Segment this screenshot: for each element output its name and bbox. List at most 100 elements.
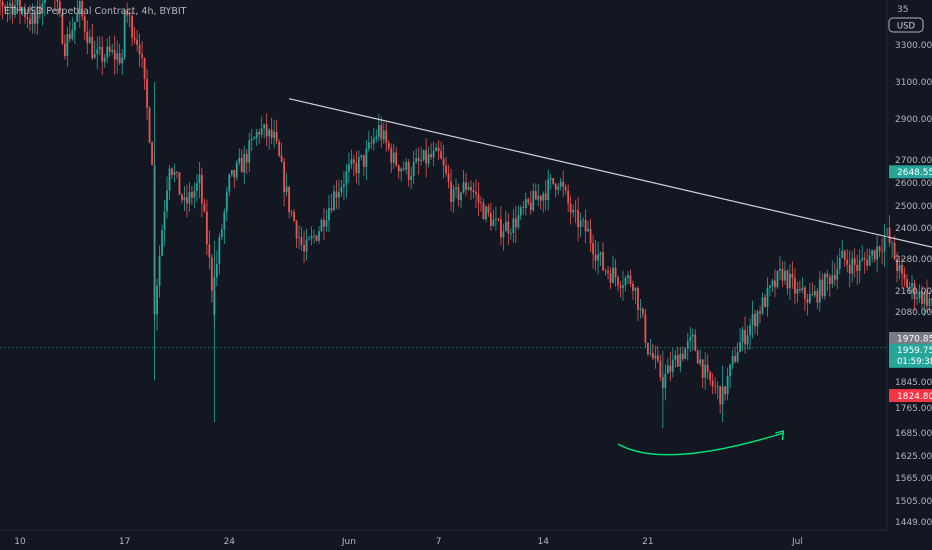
candle-body — [878, 246, 881, 252]
candle-body — [452, 189, 455, 202]
candle-body — [542, 193, 545, 201]
time-tick-label: Jul — [791, 537, 803, 547]
candle-body — [602, 252, 604, 270]
candle-body — [534, 191, 537, 200]
candle-body — [385, 130, 388, 143]
candle-body — [679, 353, 682, 367]
candle-body — [779, 268, 781, 271]
candle-body — [704, 364, 707, 378]
candle-body — [477, 194, 480, 203]
candle-body — [724, 386, 727, 395]
candle-body — [539, 195, 542, 201]
candle-body — [562, 181, 565, 187]
candle-body — [485, 206, 487, 220]
candle-body — [305, 239, 308, 252]
candle-body — [141, 54, 143, 58]
candle-body — [669, 365, 672, 372]
candle-body — [113, 49, 116, 60]
candle-body — [280, 155, 283, 162]
candle-body — [73, 21, 76, 31]
candle-body — [422, 150, 425, 161]
candle-body — [754, 313, 756, 327]
candle-body — [676, 355, 679, 367]
time-axis[interactable]: 101724Jun71421Jul1219Aug91623Sep — [14, 537, 932, 547]
candle-body — [270, 129, 273, 138]
candle-body — [711, 380, 714, 387]
candle-body — [499, 219, 502, 238]
candle-body — [163, 211, 166, 231]
candle-body — [11, 3, 14, 15]
candle-body — [808, 293, 811, 303]
candle-body — [392, 152, 395, 163]
candle-body — [225, 191, 228, 212]
candle-body — [629, 275, 632, 284]
price-tick-label: 1565.00 — [895, 474, 932, 484]
candle-body — [873, 250, 876, 260]
candle-body — [178, 172, 181, 195]
candle-body — [447, 173, 450, 182]
candle-body — [816, 291, 819, 303]
candle-body — [851, 258, 854, 274]
currency-selector[interactable]: USD — [888, 17, 924, 33]
candle-body — [205, 211, 208, 245]
candle-body — [318, 231, 320, 241]
candle-body — [138, 44, 141, 55]
time-tick-label: 17 — [119, 537, 130, 547]
candle-body — [791, 273, 794, 278]
currency-badge-frame[interactable] — [888, 17, 924, 33]
candle-body — [559, 181, 562, 187]
candle-body — [634, 287, 637, 291]
candle-body — [193, 190, 196, 198]
candle-body — [116, 53, 119, 60]
candle-body — [519, 207, 522, 216]
candle-body — [716, 386, 719, 388]
price-tick-label: 1449.00 — [895, 518, 932, 528]
candle-body — [881, 251, 884, 252]
candle-body — [402, 168, 405, 170]
candle-body — [582, 219, 585, 221]
candle-body — [41, 3, 44, 14]
candle-body — [390, 148, 393, 163]
candle-body — [39, 6, 41, 14]
candle-body — [248, 140, 251, 163]
candle-body — [642, 308, 644, 315]
candle-body — [487, 206, 490, 214]
candle-body — [34, 13, 36, 24]
candle-body — [612, 267, 614, 283]
candle-body — [425, 150, 428, 164]
candle-body — [223, 211, 226, 230]
candle-body — [362, 155, 365, 167]
candle-body — [19, 0, 21, 10]
candle-body — [263, 124, 266, 129]
time-tick-label: 7 — [436, 537, 442, 547]
stop-loss-badge-bg — [889, 389, 932, 403]
candle-body — [694, 334, 697, 351]
candle-body — [0, 0, 1, 2]
candle-body — [91, 37, 94, 59]
price-axis[interactable]: 3300.00 3100.00 2900.00 2700.00 2600.00 2500.… — [895, 41, 932, 528]
candle-body — [497, 218, 500, 220]
candle-body — [632, 283, 634, 291]
annotation-arrowhead — [775, 430, 785, 441]
candle-body — [176, 172, 178, 173]
candle-body — [56, 0, 59, 2]
candle-body — [604, 269, 607, 271]
candle-body — [637, 287, 639, 310]
candle-body — [343, 184, 345, 187]
candle-body — [734, 356, 737, 362]
candle-body — [557, 186, 560, 190]
candle-body — [726, 376, 729, 395]
candle-body — [285, 186, 288, 193]
last-price-badge-bg — [889, 343, 932, 368]
candle-body — [258, 132, 261, 135]
candle-body — [395, 152, 398, 166]
candle-body — [781, 268, 784, 281]
currency-label[interactable]: USD — [897, 22, 916, 32]
candle-body — [719, 386, 722, 405]
candle-body — [76, 12, 79, 22]
candle-body — [101, 46, 104, 62]
candle-body — [245, 153, 248, 163]
candle-body — [594, 254, 597, 261]
candle-body — [208, 244, 211, 258]
